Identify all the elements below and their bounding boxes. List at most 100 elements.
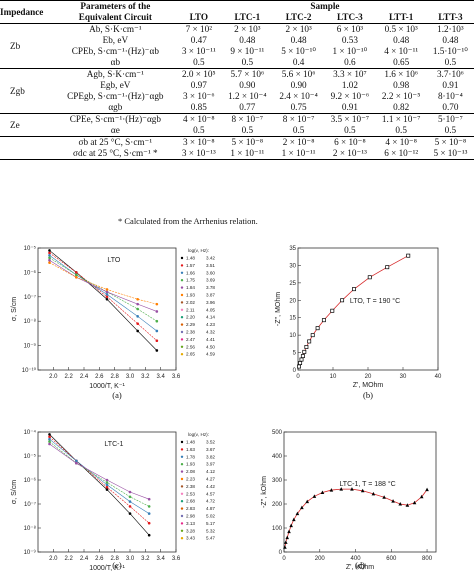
legend-label: 5.17 bbox=[206, 521, 215, 526]
legend-label: 3.87 bbox=[206, 293, 215, 298]
data-point bbox=[75, 273, 78, 277]
value-cell: 5 × 10⁻¹³ bbox=[433, 148, 468, 158]
param-cell: CPEb, S·cm⁻¹·(Hz)⁻αb bbox=[71, 46, 159, 56]
value-cell: 1.2·10³ bbox=[437, 24, 464, 34]
data-point bbox=[371, 491, 376, 496]
data-point bbox=[297, 364, 302, 369]
legend-marker bbox=[180, 485, 184, 488]
data-point bbox=[155, 329, 159, 333]
x-tick-label: 200 bbox=[315, 556, 326, 562]
x-axis-label: 1000/T, K⁻¹ bbox=[89, 383, 125, 390]
header-sample-1: LTC-1 bbox=[234, 12, 261, 22]
legend-label: 1.48 bbox=[186, 440, 195, 445]
x-tick-label: 40 bbox=[435, 374, 442, 380]
legend-label: 4.14 bbox=[206, 315, 215, 320]
value-cell: 1.6 × 10⁶ bbox=[384, 69, 418, 79]
value-cell: 1.02 bbox=[341, 80, 358, 90]
legend-label: 3.69 bbox=[206, 278, 215, 283]
legend-label: 5.47 bbox=[206, 536, 215, 541]
x-tick-label: 800 bbox=[422, 556, 433, 562]
panel-caption: (d) bbox=[355, 560, 365, 570]
x-tick-label: 3.6 bbox=[172, 374, 181, 380]
data-point bbox=[48, 256, 51, 260]
value-cell: 1 × 10⁻¹¹ bbox=[230, 148, 265, 158]
y-tick-label: 10⁻⁷ bbox=[24, 501, 36, 508]
value-cell: 4 × 10⁻⁸ bbox=[385, 137, 417, 147]
y-tick-label: 10 bbox=[289, 333, 296, 339]
x-axis-label: Z', MOhm bbox=[353, 382, 384, 389]
data-point bbox=[391, 499, 395, 503]
impedance-label: Zgb bbox=[0, 68, 55, 114]
x-tick-label: 2.8 bbox=[110, 374, 119, 380]
param-cell: Ab, S·K·cm⁻¹ bbox=[89, 24, 142, 34]
value-cell: 0.5 bbox=[241, 125, 254, 135]
value-cell: 0.82 bbox=[393, 102, 410, 112]
panel-caption: (a) bbox=[112, 390, 122, 400]
data-point bbox=[48, 442, 51, 446]
x-tick-label: 30 bbox=[400, 374, 407, 380]
legend-label: 4.59 bbox=[206, 352, 215, 357]
value-cell: 0.5 bbox=[193, 125, 205, 135]
data-point bbox=[295, 511, 300, 516]
legend-marker bbox=[180, 308, 184, 311]
legend-label: 1.66 bbox=[186, 270, 195, 275]
x-tick-label: 2.2 bbox=[64, 556, 73, 562]
legend-label: 2.08 bbox=[186, 469, 195, 474]
legend-marker bbox=[180, 279, 184, 282]
value-cell: 4 × 10⁻⁸ bbox=[183, 114, 215, 124]
value-cell: 5·10⁻⁷ bbox=[437, 114, 463, 124]
value-cell: 5 × 10⁻⁸ bbox=[434, 137, 467, 147]
legend-marker bbox=[180, 529, 184, 532]
chart-annotation: LTO, T = 190 °C bbox=[350, 297, 400, 305]
y-axis-label: -Z'', MOhm bbox=[275, 292, 282, 326]
data-point bbox=[321, 318, 326, 323]
legend-marker bbox=[180, 455, 184, 458]
table-row: αb 0.5 0.5 0.4 0.6 0.65 0.5 bbox=[0, 57, 474, 69]
chart-annotation: LTC-1, T = 188 °C bbox=[339, 480, 395, 488]
plot-frame bbox=[37, 247, 177, 371]
y-tick-label: 10⁻⁶ bbox=[24, 477, 37, 484]
legend-marker bbox=[180, 286, 184, 289]
x-tick-label: 10 bbox=[330, 374, 337, 380]
value-cell: 0.4 bbox=[292, 57, 305, 67]
header-sample-2: LTC-2 bbox=[285, 12, 312, 22]
value-cell: 2 × 10³ bbox=[285, 24, 312, 34]
header-params-line2: Equivalent Circuit bbox=[78, 12, 152, 22]
data-point bbox=[105, 488, 109, 491]
legend-label: 1.93 bbox=[186, 462, 195, 467]
y-axis-label: σ, S/cm bbox=[11, 297, 18, 321]
value-cell: 9.2 × 10⁻⁶ bbox=[330, 91, 370, 101]
value-cell: 0.5 × 10³ bbox=[384, 24, 418, 34]
data-point bbox=[155, 349, 159, 352]
legend-label: 1.75 bbox=[186, 278, 195, 283]
param-cell: αgb bbox=[108, 102, 123, 112]
data-point bbox=[48, 249, 51, 252]
value-cell: 0.5 bbox=[444, 125, 457, 135]
y-tick-label: 10⁻⁵ bbox=[24, 245, 37, 252]
y-tick-label: 10⁻⁶ bbox=[24, 269, 37, 276]
legend-label: 3.78 bbox=[206, 285, 215, 290]
table-row: αe 0.5 0.5 0.5 0.5 0.5 0.5 bbox=[0, 125, 474, 137]
data-point bbox=[136, 297, 139, 301]
legend-label: 2.98 bbox=[186, 514, 195, 519]
data-point bbox=[136, 307, 139, 311]
x-tick-label: 2.8 bbox=[110, 556, 119, 562]
value-cell: 0.6 bbox=[344, 57, 356, 67]
header-sample-0: LTO bbox=[189, 12, 208, 22]
data-point bbox=[320, 490, 325, 494]
y-tick-label: 10⁻⁸ bbox=[24, 318, 37, 325]
data-point bbox=[147, 512, 151, 515]
legend-label: 4.57 bbox=[206, 491, 215, 496]
data-point bbox=[105, 293, 109, 296]
value-cell: 0.5 bbox=[292, 125, 305, 135]
value-cell: 0.5 bbox=[344, 125, 356, 135]
legend-marker bbox=[180, 293, 184, 297]
value-cell: 0.90 bbox=[290, 80, 307, 90]
y-tick-label: 10⁻⁴ bbox=[24, 429, 37, 436]
x-tick-label: 2.6 bbox=[95, 374, 104, 380]
table-row: Egb, eV 0.97 0.90 0.90 1.02 0.98 0.91 bbox=[0, 80, 474, 91]
data-point bbox=[128, 505, 132, 508]
value-cell: 0.91 bbox=[341, 102, 358, 112]
data-point bbox=[136, 315, 139, 318]
x-tick-label: 0 bbox=[296, 374, 300, 380]
